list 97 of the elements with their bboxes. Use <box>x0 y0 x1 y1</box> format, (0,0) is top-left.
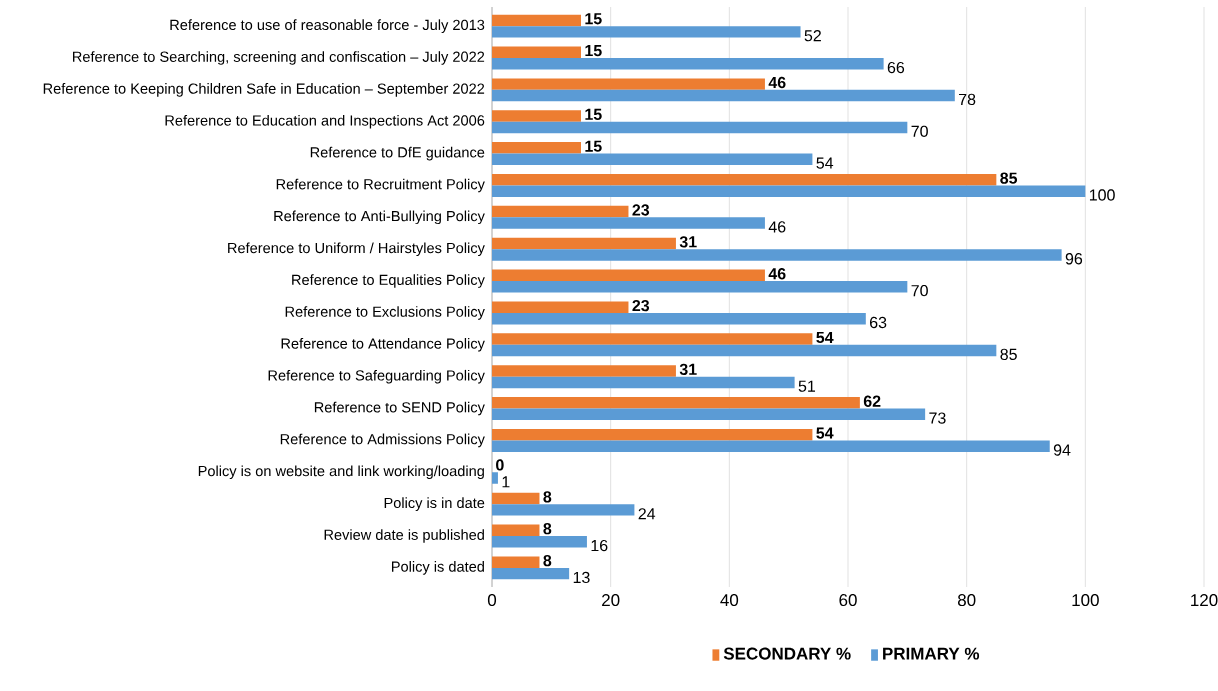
y-tick-label: Reference to Keeping Children Safe in Education – September 2022 <box>43 83 485 97</box>
y-tick-label: Reference to Admissions Policy <box>280 433 485 448</box>
data-label: 73 <box>929 412 946 424</box>
y-tick-label: Reference to use of reasonable force - July 2013 <box>170 19 485 33</box>
data-label: 46 <box>768 221 786 233</box>
y-tick-label: Reference to SEND Policy <box>314 401 485 416</box>
x-tick-label: 20 <box>602 594 620 607</box>
data-label: 51 <box>798 380 816 392</box>
bar <box>492 185 1086 197</box>
y-tick-label: Reference to Searching, screening and confiscation – July 2022 <box>73 51 485 65</box>
y-tick-label: Reference to Education and Inspections Act 2006 <box>165 114 485 129</box>
data-label: 63 <box>870 316 887 329</box>
y-tick-label: Policy is dated <box>391 561 484 575</box>
bar <box>492 397 860 409</box>
bar <box>492 333 813 345</box>
y-tick-label: Policy is on website and link working/loading <box>198 465 484 480</box>
y-tick-label: Reference to Anti-Bullying Policy <box>274 210 485 225</box>
data-label: 15 <box>585 140 602 152</box>
x-tick-label: 120 <box>1191 594 1218 607</box>
data-label: 94 <box>1053 444 1071 456</box>
data-label: 100 <box>1089 189 1115 201</box>
bar <box>492 237 676 250</box>
y-tick-label: Reference to Safeguarding Policy <box>268 369 485 384</box>
bar <box>492 344 997 357</box>
bar <box>492 408 926 421</box>
data-label: 62 <box>863 395 881 407</box>
x-tick-label: 80 <box>957 594 976 607</box>
y-tick-label: Policy is in date <box>384 497 485 511</box>
data-label: 15 <box>585 108 602 120</box>
y-tick-label: Reference to Recruitment Policy <box>276 178 485 193</box>
bar <box>492 26 801 38</box>
data-label: 13 <box>573 571 590 584</box>
data-label: 78 <box>959 93 976 106</box>
bar <box>492 78 765 90</box>
bar <box>492 365 676 377</box>
bar <box>492 14 581 27</box>
bar <box>492 301 629 313</box>
bar <box>492 428 813 441</box>
data-label: 46 <box>768 268 786 280</box>
data-label: 70 <box>911 284 928 297</box>
bar <box>492 556 540 568</box>
bar <box>492 504 635 516</box>
data-label: 70 <box>911 125 928 137</box>
bar <box>492 567 570 580</box>
data-label: 1 <box>502 476 510 488</box>
data-label: 23 <box>632 299 650 312</box>
bar <box>492 173 997 186</box>
data-label: 31 <box>679 236 697 248</box>
bar <box>492 440 1050 452</box>
data-label: 85 <box>1000 348 1017 361</box>
data-label: 24 <box>638 508 656 520</box>
bar <box>492 121 908 134</box>
y-tick-label: Reference to Attendance Policy <box>281 338 485 352</box>
bar <box>492 46 581 58</box>
bar <box>492 142 581 154</box>
bar <box>492 492 540 505</box>
bar <box>492 269 765 282</box>
legend-label: SECONDARY % <box>723 647 851 660</box>
data-label: 0 <box>496 459 504 471</box>
y-tick-label: Reference to Equalities Policy <box>292 274 485 288</box>
x-tick-label: 40 <box>720 594 739 607</box>
bar <box>492 217 765 229</box>
bar <box>492 249 1062 261</box>
bar <box>492 110 581 122</box>
y-tick-label: Review date is published <box>324 529 484 543</box>
bar <box>492 281 908 293</box>
bar <box>492 536 587 548</box>
bar <box>492 312 866 325</box>
data-label: 96 <box>1065 253 1083 265</box>
bar <box>492 153 813 166</box>
data-label: 54 <box>816 331 834 344</box>
data-label: 66 <box>887 61 905 74</box>
bar <box>492 89 955 102</box>
x-tick-label: 0 <box>487 594 497 607</box>
x-tick-label: 100 <box>1072 594 1099 607</box>
data-label: 46 <box>768 76 786 89</box>
bar <box>492 205 629 218</box>
bar <box>492 524 540 537</box>
data-label: 54 <box>816 157 834 169</box>
data-label: 54 <box>816 427 834 439</box>
data-label: 85 <box>1000 172 1018 184</box>
data-label: 52 <box>804 30 821 42</box>
legend-label: PRIMARY % <box>883 647 980 660</box>
x-tick-label: 60 <box>839 594 857 607</box>
bar <box>492 57 884 70</box>
data-label: 31 <box>679 363 697 376</box>
data-label: 8 <box>543 523 552 535</box>
y-tick-label: Reference to Uniform / Hairstyles Policy <box>228 242 485 256</box>
data-label: 8 <box>543 554 552 567</box>
data-label: 8 <box>543 491 552 503</box>
y-tick-label: Reference to DfE guidance <box>310 146 485 161</box>
data-label: 23 <box>632 204 650 216</box>
bar <box>492 376 795 389</box>
y-tick-label: Reference to Exclusions Policy <box>285 306 485 320</box>
data-label: 15 <box>585 45 602 57</box>
data-label: 15 <box>585 13 602 25</box>
data-label: 16 <box>591 539 608 552</box>
